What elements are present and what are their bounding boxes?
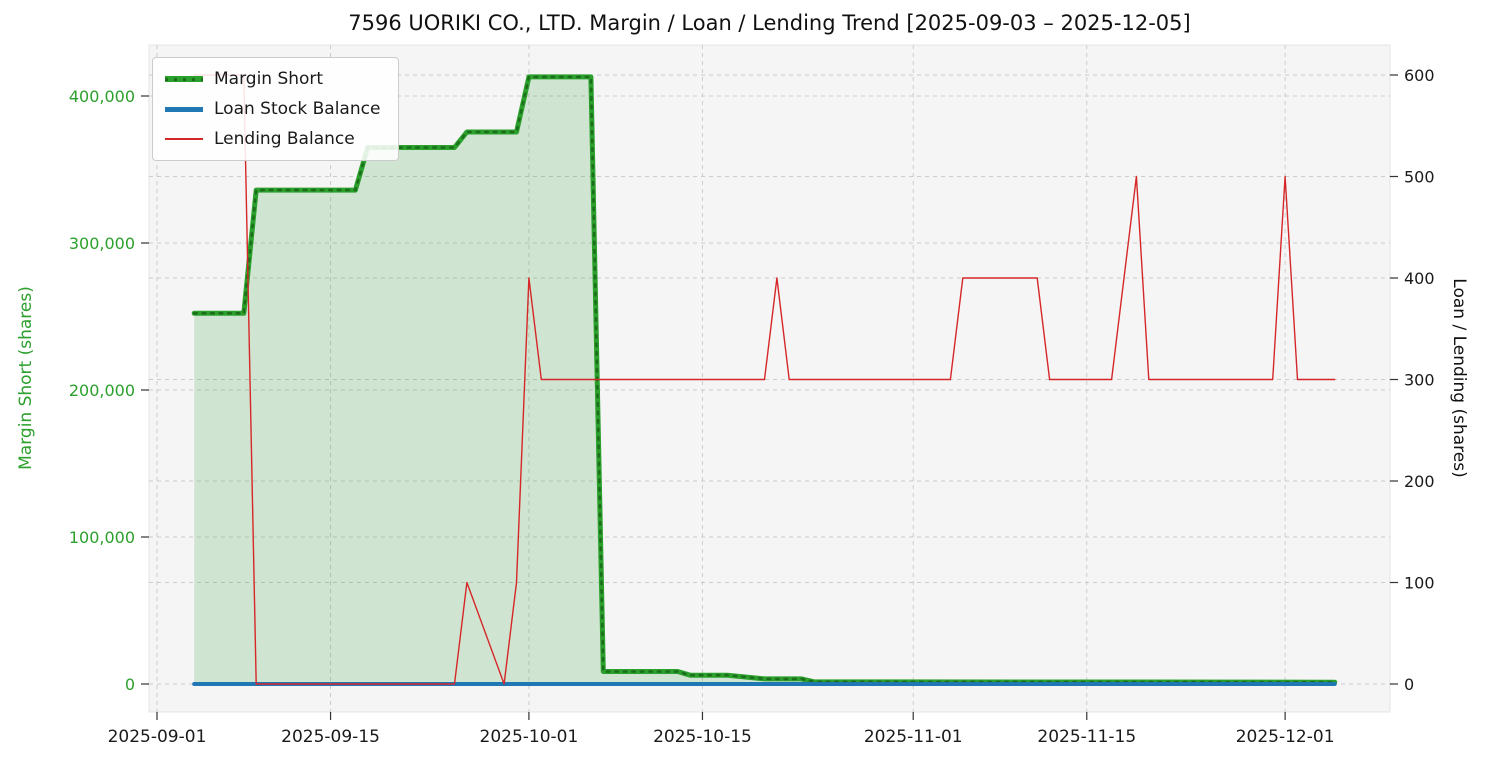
lending-balance-line-swatch bbox=[165, 137, 203, 141]
x-tick-label: 2025-10-15 bbox=[653, 727, 752, 747]
x-tick-label: 2025-11-15 bbox=[1037, 727, 1136, 747]
y-right-tick-label: 500 bbox=[1404, 168, 1435, 187]
y-right-tick-label: 300 bbox=[1404, 371, 1435, 390]
series-line bbox=[193, 74, 1336, 685]
y-right-tick-label: 400 bbox=[1404, 269, 1435, 288]
axis-ticks bbox=[141, 74, 1398, 720]
chart-title: 7596 UORIKI CO., LTD. Margin / Loan / Le… bbox=[348, 11, 1191, 35]
legend-label-loan-stock-balance: Loan Stock Balance bbox=[214, 99, 381, 119]
series-margin-short bbox=[191, 74, 1338, 685]
x-tick-label: 2025-10-01 bbox=[480, 727, 579, 747]
x-tick-label: 2025-12-01 bbox=[1236, 727, 1335, 747]
x-tick-label: 2025-11-01 bbox=[864, 727, 963, 747]
y-left-tick-label: 100,000 bbox=[69, 528, 135, 547]
legend-item-margin-short: Margin Short bbox=[165, 69, 380, 89]
x-tick-label: 2025-09-15 bbox=[281, 727, 380, 747]
series-line-dots bbox=[192, 75, 1336, 684]
y-right-tick-label: 600 bbox=[1404, 66, 1435, 85]
legend-item-lending-balance: Lending Balance bbox=[165, 129, 380, 149]
y-left-tick-label: 0 bbox=[125, 675, 135, 694]
margin-short-line-swatch bbox=[165, 76, 203, 82]
series-fill bbox=[194, 76, 1335, 684]
y-left-tick-label: 400,000 bbox=[69, 87, 135, 106]
y-left-tick-label: 200,000 bbox=[69, 381, 135, 400]
axis-tick-labels: 2025-09-01 2025-09-15 2025-10-01 2025-10-15… bbox=[69, 66, 1435, 747]
y-right-tick-label: 100 bbox=[1404, 574, 1435, 593]
legend-item-loan-stock-balance: Loan Stock Balance bbox=[165, 99, 380, 119]
legend-label-lending-balance: Lending Balance bbox=[214, 129, 355, 149]
y-left-tick-label: 300,000 bbox=[69, 234, 135, 253]
legend: Margin Short Loan Stock Balance Lending … bbox=[152, 57, 400, 161]
left-axis-label: Margin Short (shares) bbox=[16, 286, 36, 470]
y-right-tick-label: 200 bbox=[1404, 472, 1435, 491]
legend-label-margin-short: Margin Short bbox=[214, 69, 324, 89]
right-axis-label: Loan / Lending (shares) bbox=[1449, 278, 1469, 478]
y-right-tick-label: 0 bbox=[1404, 675, 1414, 694]
series-lending-balance bbox=[193, 74, 1336, 685]
loan-stock-balance-line-swatch bbox=[165, 106, 203, 112]
x-tick-label: 2025-09-01 bbox=[108, 727, 207, 747]
